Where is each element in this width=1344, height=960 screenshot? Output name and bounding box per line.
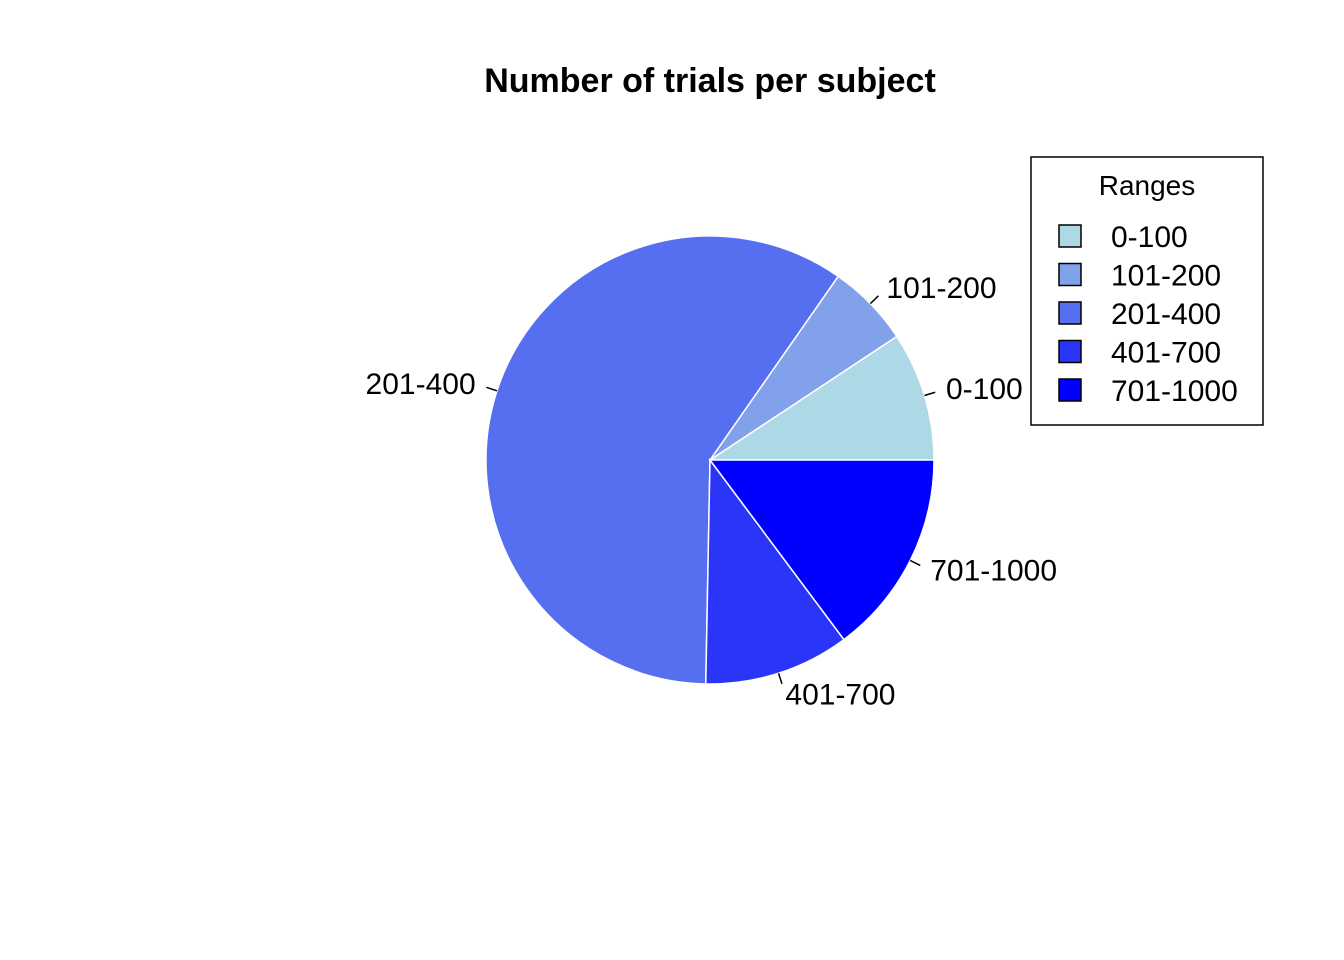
pie-slice-701-1000	[708, 459, 935, 641]
legend-swatch-0-100	[1058, 224, 1082, 248]
pie-label-701-1000: 701-1000	[930, 554, 1057, 587]
pie-label-201-400: 201-400	[366, 368, 476, 401]
pie-label-401-700: 401-700	[785, 679, 895, 712]
legend-swatch-701-1000	[1058, 378, 1082, 402]
legend-swatch-401-700	[1058, 339, 1082, 364]
pie-label-tick	[924, 391, 936, 397]
pie-label-tick	[909, 559, 921, 567]
legend-swatch-101-200	[1058, 262, 1082, 287]
pie-label-tick	[777, 673, 783, 685]
pie-label-0-100: 0-100	[946, 373, 1023, 406]
pie-label-tick	[869, 295, 879, 305]
pie-slice-0-100	[707, 335, 935, 461]
legend-label-201-400: 201-400	[1111, 298, 1221, 331]
legend-swatch-201-400	[1058, 301, 1082, 325]
legend-label-701-1000: 701-1000	[1111, 375, 1238, 408]
legend-entries: 0-100 101-200 201-400 401-700 701-1000	[1058, 221, 1238, 408]
legend-label-101-200: 101-200	[1111, 260, 1221, 293]
pie-slices	[485, 235, 935, 685]
legend-title: Ranges	[1099, 170, 1196, 201]
pie-label-tick	[486, 386, 498, 392]
pie-labels: 0-100 101-200 201-400 401-700 701-1000	[366, 272, 1057, 712]
legend-label-0-100: 0-100	[1111, 221, 1188, 254]
legend: Ranges 0-100 101-200 201-400 401-700 701-100…	[1030, 156, 1264, 426]
legend-label-401-700: 401-700	[1111, 337, 1221, 370]
chart-title: Number of trials per subject	[484, 62, 936, 100]
pie-slice-401-700	[705, 457, 845, 685]
pie-label-101-200: 101-200	[886, 272, 996, 305]
